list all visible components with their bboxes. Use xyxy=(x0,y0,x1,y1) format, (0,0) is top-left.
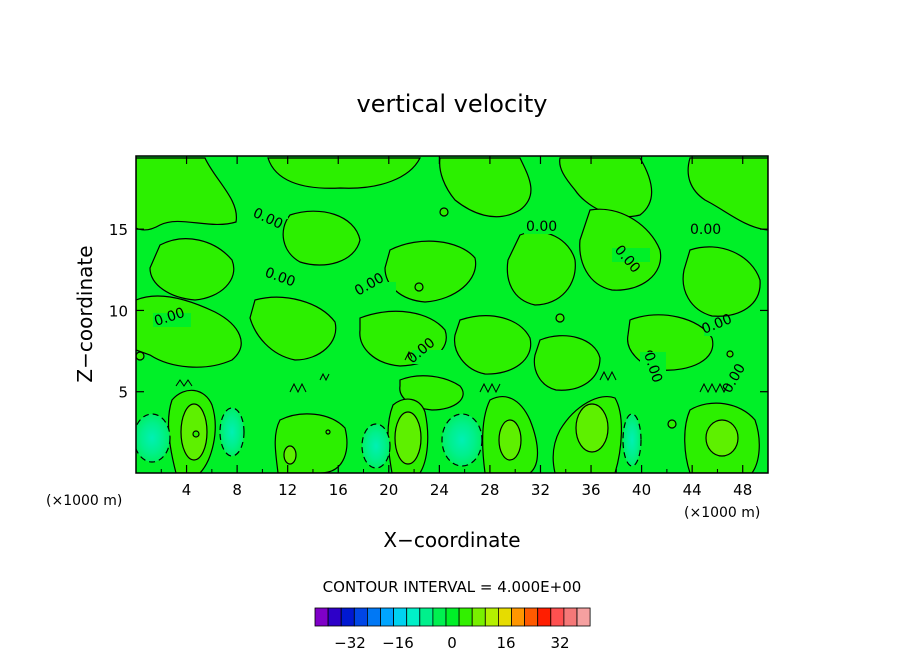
colorbar-cell xyxy=(550,607,565,627)
colorbar-cell xyxy=(576,607,591,627)
colorbar: −32 −16 0 16 32 xyxy=(314,607,591,652)
y-tick-label: 5 xyxy=(118,384,128,402)
negative-patches xyxy=(136,407,642,469)
colorbar-cell xyxy=(497,607,512,627)
x-tick-label: 36 xyxy=(581,481,600,499)
y-tick-label: 15 xyxy=(109,221,128,239)
contour-interval: CONTOUR INTERVAL = 4.000E+00 xyxy=(323,578,582,596)
x-tick-label: 44 xyxy=(683,481,702,499)
x-tick-label: 20 xyxy=(379,481,398,499)
colorbar-tick-label: 32 xyxy=(550,634,569,652)
colorbar-cell xyxy=(471,607,486,627)
y-axis: 5 10 15 xyxy=(109,221,768,402)
y-tick-label: 10 xyxy=(109,302,128,320)
x-tick-label: 4 xyxy=(182,481,192,499)
colorbar-cell xyxy=(406,607,421,627)
x-axis: 4 8 12 16 20 24 28 32 36 40 44 48 xyxy=(160,156,752,499)
colorbar-cell xyxy=(327,607,342,627)
colorbar-tick-label: −32 xyxy=(334,634,366,652)
colorbar-cell xyxy=(366,607,381,627)
colorbar-tick-label: −16 xyxy=(382,634,414,652)
x-tick-label: 12 xyxy=(278,481,297,499)
colorbar-cell xyxy=(432,607,447,627)
x-tick-label: 24 xyxy=(430,481,449,499)
contour-label: 0.00 xyxy=(690,222,721,238)
x-tick-label: 32 xyxy=(531,481,550,499)
colorbar-tick-label: 0 xyxy=(447,634,457,652)
plot-area: 0.00 0.00 0.00 0.00 0.00 0.00 0.00 0.00 … xyxy=(135,155,769,474)
small-contours xyxy=(136,207,734,438)
x-tick-label: 28 xyxy=(480,481,499,499)
colorbar-cell xyxy=(353,607,368,627)
colorbar-cell xyxy=(445,607,460,627)
y-axis-label: Z−coordinate xyxy=(73,245,97,382)
colorbar-cell xyxy=(458,607,473,627)
colorbar-cell xyxy=(484,607,499,627)
x-unit-right: (×1000 m) xyxy=(684,505,760,521)
x-axis-label: X−coordinate xyxy=(383,528,520,552)
colorbar-cell xyxy=(393,607,408,627)
colorbar-cell xyxy=(380,607,395,627)
colorbar-cell xyxy=(524,607,539,627)
plot-frame xyxy=(135,155,769,474)
x-tick-label: 8 xyxy=(232,481,242,499)
chart-title: vertical velocity xyxy=(357,90,548,118)
x-tick-label: 40 xyxy=(632,481,651,499)
colorbar-cell xyxy=(537,607,552,627)
x-tick-label: 16 xyxy=(329,481,348,499)
contour-label: 0.00 xyxy=(526,219,557,235)
colorbar-cell xyxy=(563,607,578,627)
x-tick-label: 48 xyxy=(733,481,752,499)
colorbar-tick-label: 16 xyxy=(496,634,515,652)
x-unit-left: (×1000 m) xyxy=(46,493,122,509)
colorbar-cell xyxy=(314,607,329,627)
colorbar-cell xyxy=(511,607,526,627)
colorbar-cell xyxy=(419,607,434,627)
colorbar-cell xyxy=(340,607,355,627)
positive-patches xyxy=(136,157,768,473)
